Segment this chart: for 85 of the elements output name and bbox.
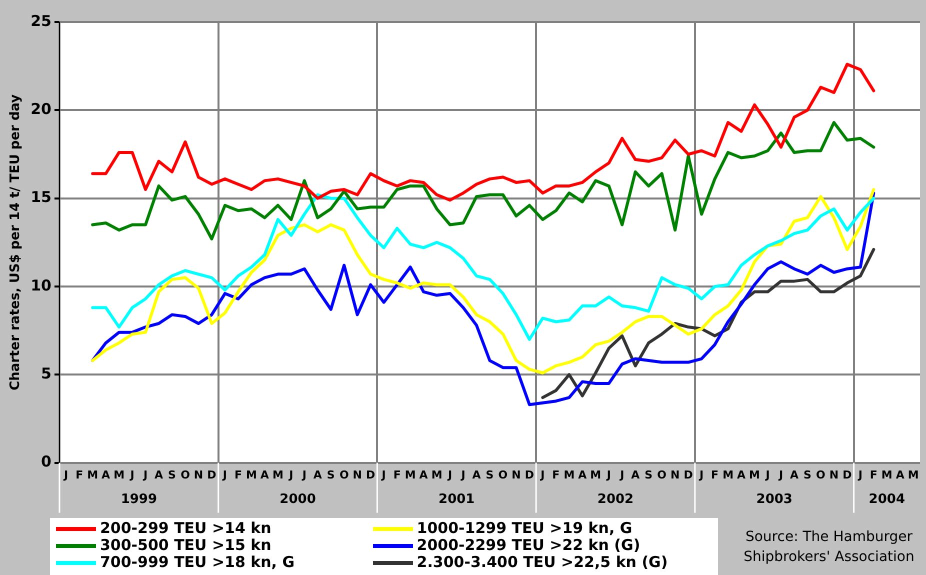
legend-label: 700-999 TEU >18 kn, G (100, 553, 295, 571)
x-tick-label: A (578, 468, 588, 482)
x-tick-label: J (63, 468, 68, 482)
y-axis-title: Charter rates, US$ per 14 t/ TEU per day (8, 94, 24, 390)
x-tick-label: J (301, 468, 306, 482)
x-tick-label: S (326, 468, 335, 482)
x-tick-label: J (222, 468, 228, 482)
x-tick-label: J (778, 468, 784, 482)
x-tick-label: N (670, 468, 680, 482)
x-tick-label: A (896, 468, 905, 482)
x-tick-label: A (313, 468, 322, 482)
x-tick-label: F (234, 468, 242, 482)
x-tick-label: A (737, 468, 746, 482)
x-tick-label: J (857, 468, 862, 482)
x-tick-label: J (764, 468, 770, 482)
x-tick-label: M (564, 468, 575, 482)
x-tick-label: M (908, 468, 919, 482)
y-tick-label: 5 (41, 364, 52, 383)
x-tick-label: N (829, 468, 839, 482)
x-tick-label: A (790, 468, 799, 482)
x-tick-label: M (722, 468, 734, 482)
x-tick-label: M (590, 468, 602, 482)
x-tick-label: J (446, 468, 452, 482)
x-tick-label: J (619, 468, 624, 482)
x-tick-label: D (842, 468, 852, 482)
x-tick-label: A (154, 468, 164, 482)
x-tick-label: F (870, 468, 878, 482)
x-tick-label: A (102, 468, 111, 482)
x-tick-label: S (486, 468, 494, 482)
x-tick-label: A (631, 468, 640, 482)
text: 2000 (280, 492, 316, 508)
x-tick-label: F (711, 468, 719, 482)
source-note: Source: The Hamburger Shipbrokers' Association (742, 528, 916, 566)
x-tick-label: N (194, 468, 204, 482)
y-tick-label: 0 (41, 452, 52, 471)
x-tick-label: J (129, 468, 134, 482)
legend-label: 300-500 TEU >15 kn (100, 536, 272, 554)
x-tick-label: J (540, 468, 545, 482)
text: 2003 (756, 492, 792, 508)
x-tick-label: M (246, 468, 257, 482)
x-tick-label: J (380, 468, 386, 482)
x-tick-label: A (260, 468, 270, 482)
text: 2002 (597, 492, 634, 508)
x-tick-label: F (552, 468, 560, 482)
x-tick-label: J (460, 468, 466, 482)
x-tick-label: N (512, 468, 521, 482)
y-tick-label: 10 (30, 276, 52, 294)
x-tick-label: M (87, 468, 98, 482)
text: 1999 (120, 492, 157, 508)
x-tick-label: D (207, 468, 216, 482)
legend-label: 1000-1299 TEU >19 kn, G (416, 519, 632, 537)
x-tick-label: O (498, 468, 508, 482)
x-tick-label: S (804, 468, 812, 482)
legend-label: 2000-2299 TEU >22 kn (G) (416, 536, 640, 554)
y-tick-label: 25 (30, 12, 52, 30)
text: 2001 (438, 492, 475, 508)
x-tick-label: A (419, 468, 428, 482)
legend-label: 200-299 TEU >14 kn (100, 519, 272, 537)
x-tick-label: F (76, 468, 84, 482)
x-tick-label: J (288, 468, 294, 482)
x-tick-label: A (472, 468, 482, 482)
text: 2004 (868, 492, 905, 508)
x-tick-label: O (339, 468, 349, 482)
x-tick-label: M (114, 468, 125, 482)
x-tick-label: M (431, 468, 442, 482)
x-tick-label: M (749, 468, 760, 482)
x-tick-label: J (142, 468, 148, 482)
x-tick-label: D (524, 468, 534, 482)
x-tick-label: M (272, 468, 284, 482)
x-tick-label: J (606, 468, 611, 482)
x-tick-label: D (684, 468, 693, 482)
x-tick-label: D (366, 468, 376, 482)
x-tick-label: F (393, 468, 401, 482)
x-tick-label: S (168, 468, 176, 482)
y-tick-label: 20 (30, 100, 52, 118)
x-tick-label: O (180, 468, 190, 482)
x-tick-label: J (698, 468, 704, 482)
y-tick-label: 15 (30, 188, 52, 206)
x-tick-label: O (816, 468, 826, 482)
x-tick-label: N (352, 468, 362, 482)
x-tick-label: O (657, 468, 667, 482)
x-tick-label: M (404, 468, 416, 482)
legend-label: 2.300-3.400 TEU >22,5 kn (G) (416, 553, 668, 571)
x-tick-label: S (644, 468, 653, 482)
x-tick-label: M (881, 468, 892, 482)
